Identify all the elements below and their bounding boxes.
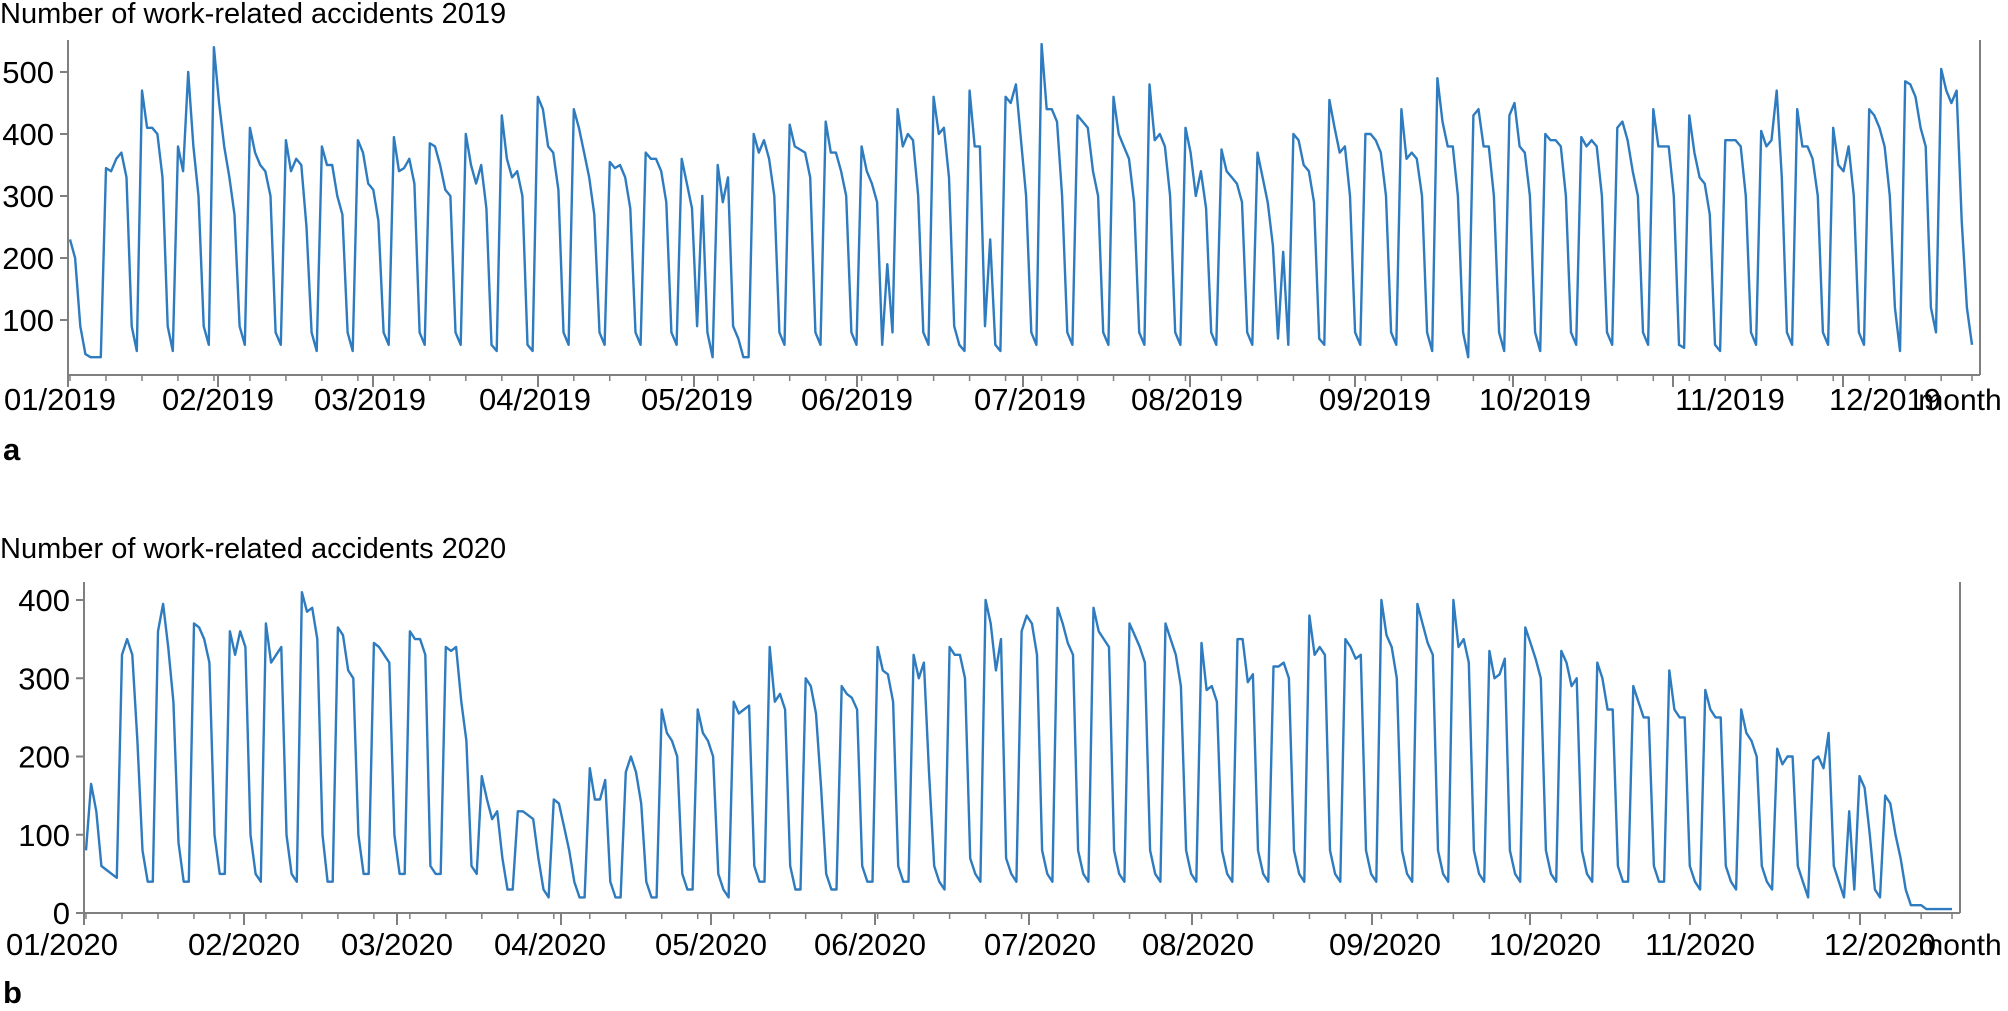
panel-a-letter: a [3, 432, 21, 467]
x-tick-label: 01/2019 [4, 382, 116, 417]
panel-b-letter: b [3, 975, 22, 1010]
x-tick-label: 08/2020 [1142, 927, 1254, 962]
x-axis-unit-label: month [1918, 929, 2001, 962]
y-tick-label: 200 [18, 740, 70, 775]
series-line [68, 42, 1974, 359]
x-tick-label: 11/2019 [1675, 382, 1785, 417]
x-tick-label: 02/2019 [162, 382, 274, 417]
x-tick-label: 08/2019 [1131, 382, 1243, 417]
y-tick-label: 300 [2, 179, 54, 214]
x-tick-label: 03/2019 [314, 382, 426, 417]
x-tick-label: 05/2019 [641, 382, 753, 417]
chart-2019: 100 200 300 400 500 01/2019 02/2019 03/2019 04/2… [2, 40, 2002, 417]
x-tick-label: 10/2020 [1489, 927, 1601, 962]
series-line [84, 591, 1952, 911]
y-tick-label: 0 [53, 896, 70, 931]
y-tick-label: 100 [18, 818, 70, 853]
panel-b-title: Number of work-related accidents 2020 [0, 533, 507, 565]
x-tick-label: 09/2019 [1319, 382, 1431, 417]
y-tick-label: 400 [18, 583, 70, 618]
x-tick-label: 02/2020 [188, 927, 300, 962]
y-tick-label: 300 [18, 661, 70, 696]
x-tick-label: 06/2020 [814, 927, 926, 962]
y-tick-label: 500 [2, 55, 54, 90]
x-tick-label: 06/2019 [801, 382, 913, 417]
x-tick-label: 11/2020 [1645, 927, 1755, 962]
x-axis-unit-label: month [1918, 384, 2001, 417]
x-tick-label: 09/2020 [1329, 927, 1441, 962]
x-tick-label: 04/2020 [494, 927, 606, 962]
x-tick-label: 12/2020 [1824, 927, 1936, 962]
y-tick-label: 200 [2, 241, 54, 276]
x-tick-label: 03/2020 [341, 927, 453, 962]
x-tick-label: 07/2020 [984, 927, 1096, 962]
x-tick-label: 07/2019 [974, 382, 1086, 417]
chart-2020: 0 100 200 300 400 01/2020 02/2020 03/2020 04/202… [6, 582, 2002, 962]
x-tick-label: 01/2020 [6, 927, 118, 962]
x-tick-label: 12/2019 [1829, 382, 1941, 417]
x-tick-label: 04/2019 [479, 382, 591, 417]
x-tick-label: 05/2020 [655, 927, 767, 962]
x-tick-label: 10/2019 [1479, 382, 1591, 417]
y-tick-label: 400 [2, 117, 54, 152]
panel-a-title: Number of work-related accidents 2019 [0, 0, 507, 30]
y-tick-label: 100 [2, 303, 54, 338]
